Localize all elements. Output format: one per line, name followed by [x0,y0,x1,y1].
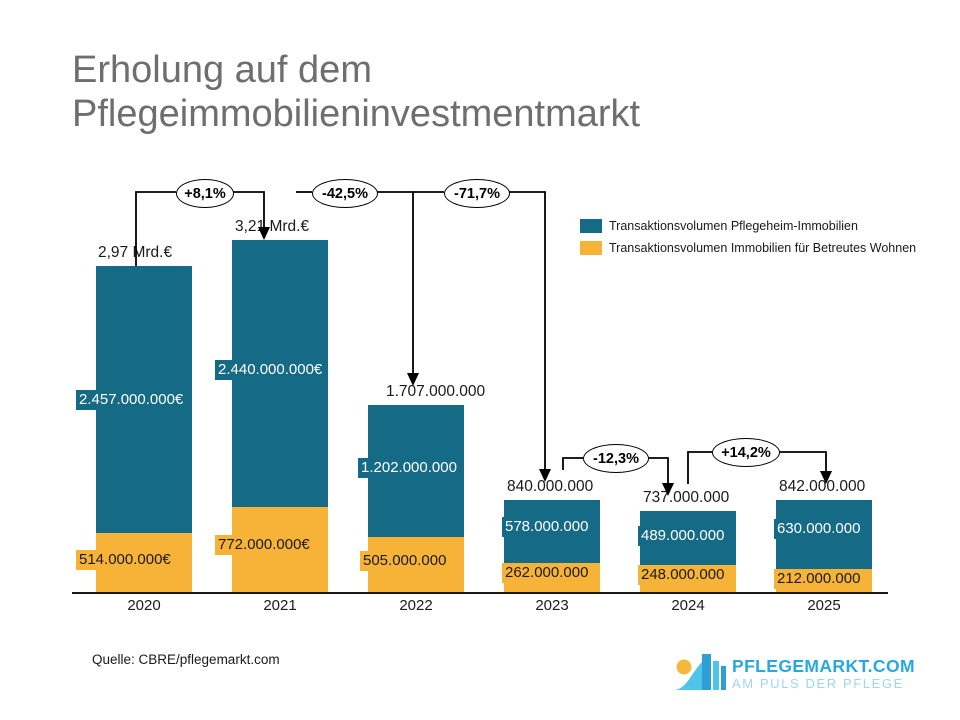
growth-badge-2023-2024: -12,3% [583,444,649,473]
logo-text: PFLEGEMARKT.COM AM PULS DER PFLEGE [732,656,915,692]
pflegemarkt-logo[interactable]: PFLEGEMARKT.COM AM PULS DER PFLEGE [672,650,922,708]
bar-total-label-2023: 840.000.000 [507,478,594,495]
logo-main-text: PFLEGEMARKT.COM [732,656,915,676]
bar-value-label-care-homes-2021: 2.440.000.000€ [215,360,326,380]
legend-item-label: Transaktionsvolumen Pflegeheim-Immobilie… [609,219,858,233]
page-title: Erholung auf dem Pflegeimmobilieninvestm… [72,49,641,135]
legend-swatch-icon [580,219,602,233]
bar-value-label-assisted-living-2024: 248.000.000 [638,565,728,585]
x-axis-tick-2021: 2021 [263,597,297,614]
growth-badge-2021-2022: -42,5% [312,179,378,208]
bar-value-label-care-homes-2025: 630.000.000 [774,519,864,539]
bar-value-label-assisted-living-2021: 772.000.000€ [215,535,313,555]
legend-swatch-icon [580,241,602,255]
bar-value-label-assisted-living-2023: 262.000.000 [502,563,592,583]
bar-total-label-2021: 3,21 Mrd.€ [235,218,310,235]
bar-value-label-assisted-living-2022: 505.000.000 [360,551,450,571]
bar-total-label-2022: 1.707.000.000 [386,383,486,400]
bar-value-label-care-homes-2024: 489.000.000 [638,526,728,546]
growth-badge-2020-2021: +8,1% [176,179,234,208]
bar-total-label-2020: 2,97 Mrd.€ [98,244,173,261]
bar-value-label-care-homes-2023: 578.000.000 [502,517,592,537]
chart-legend: Transaktionsvolumen Pflegeheim-Immobilie… [580,216,916,260]
bar-total-label-2025: 842.000.000 [779,478,866,495]
legend-item-care-homes: Transaktionsvolumen Pflegeheim-Immobilie… [580,216,916,236]
bar-value-label-care-homes-2020: 2.457.000.000€ [76,390,187,410]
legend-item-assisted-living: Transaktionsvolumen Immobilien für Betre… [580,238,916,258]
legend-item-label: Transaktionsvolumen Immobilien für Betre… [609,241,917,255]
x-axis-tick-2024: 2024 [671,597,705,614]
logo-tagline: AM PULS DER PFLEGE [732,676,904,691]
bar-value-label-care-homes-2022: 1.202.000.000 [358,458,460,478]
x-axis-tick-2020: 2020 [127,597,161,614]
bar-2020[interactable] [96,266,192,592]
logo-building-icon [674,654,726,690]
x-axis-tick-2022: 2022 [399,597,433,614]
bar-value-label-assisted-living-2025: 212.000.000 [774,569,864,589]
growth-badge-2024-2025: +14,2% [712,438,780,467]
growth-badge-2022-2023: -71,7% [444,179,510,208]
source-note: Quelle: CBRE/pflegemarkt.com [92,652,280,667]
x-axis-line [72,592,888,594]
x-axis-tick-2025: 2025 [807,597,841,614]
x-axis-tick-2023: 2023 [535,597,569,614]
bar-total-label-2024: 737.000.000 [643,489,730,506]
bar-value-label-assisted-living-2020: 514.000.000€ [76,550,174,570]
